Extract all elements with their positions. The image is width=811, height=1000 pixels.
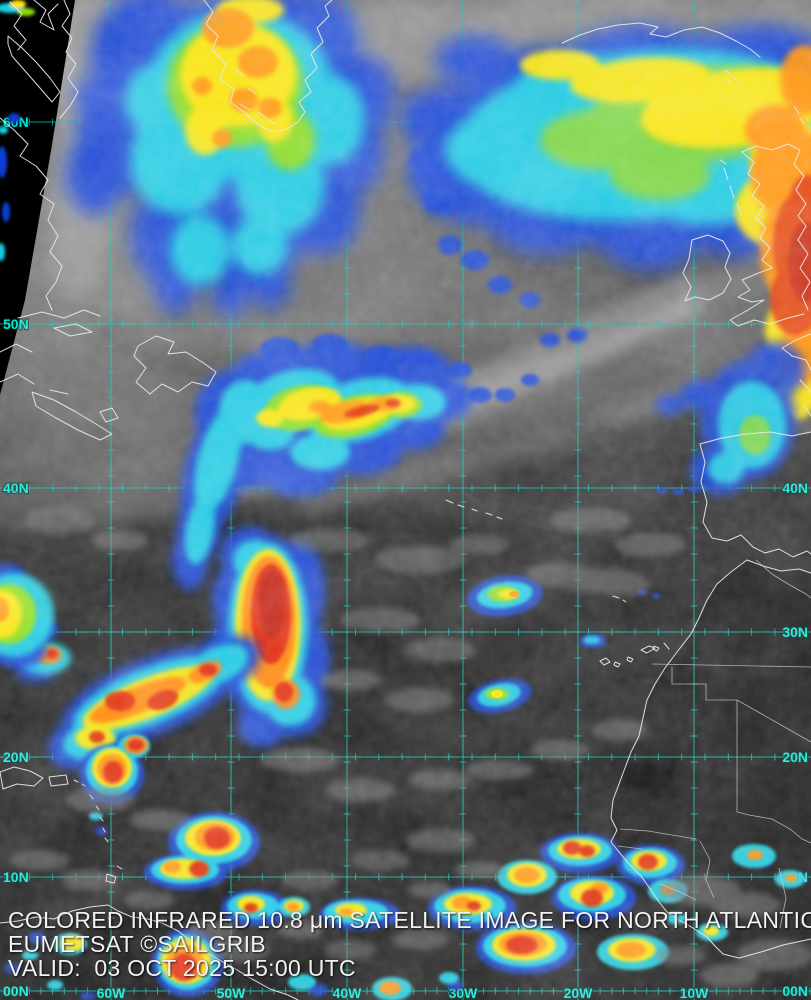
country-borders — [617, 559, 811, 929]
coast-west-africa — [610, 559, 811, 959]
coast-faroe-shetland — [723, 69, 805, 125]
title-line-3: VALID: 03 OCT 2025 15:00 UTC — [8, 955, 356, 981]
coast-ireland — [682, 234, 732, 302]
title-line-2: EUMETSAT ©SAILGRIB — [8, 931, 266, 957]
coast-canary-islands — [599, 642, 670, 668]
title-line-1: COLORED INFRARED 10.8 μm SATELLITE IMAGE… — [8, 907, 811, 933]
coast-iberia — [699, 431, 811, 558]
coast-nova-scotia — [0, 373, 119, 441]
coast-baffin-labrador — [0, 0, 79, 311]
coast-iceland — [561, 22, 761, 58]
coast-morocco-med — [746, 559, 811, 574]
coast-south-america — [0, 904, 299, 1000]
coast-greenland — [203, 0, 333, 133]
coast-england-wales — [729, 225, 811, 327]
title-overlay: COLORED INFRARED 10.8 μm SATELLITE IMAGE… — [8, 908, 811, 980]
coast-france — [781, 333, 811, 417]
coast-caribbean — [0, 766, 123, 884]
scan-edge-black-wedge — [0, 0, 75, 395]
coast-gulf-st-lawrence — [0, 309, 101, 353]
coast-madeira-azores — [445, 499, 627, 603]
coast-scotland — [719, 143, 807, 239]
coast-newfoundland — [133, 335, 217, 395]
